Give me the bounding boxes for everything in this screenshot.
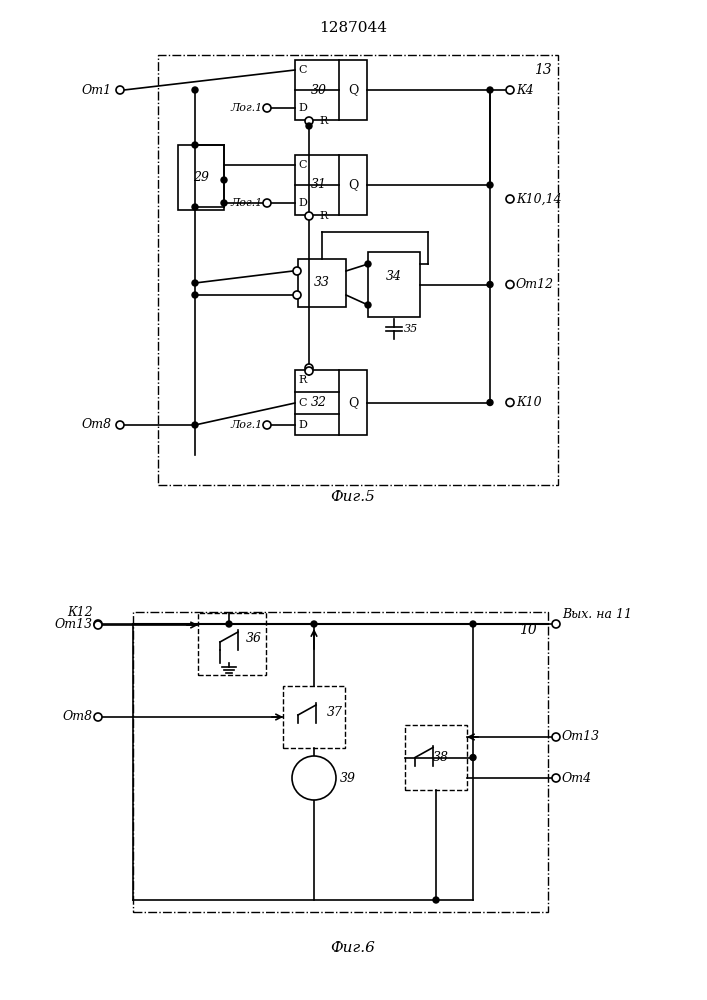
Text: ⋙: ⋙ [302, 767, 326, 785]
Circle shape [506, 398, 514, 406]
Circle shape [305, 212, 313, 220]
Circle shape [305, 367, 313, 375]
Circle shape [192, 422, 198, 428]
Text: C: C [299, 160, 308, 170]
Text: Oт13: Oт13 [55, 618, 93, 632]
Circle shape [263, 104, 271, 112]
Text: Лог.1: Лог.1 [230, 103, 263, 113]
Text: D: D [298, 198, 308, 208]
Text: Q: Q [348, 84, 358, 97]
Text: C: C [299, 398, 308, 408]
Circle shape [221, 200, 227, 206]
Text: К12: К12 [67, 605, 93, 618]
Circle shape [192, 292, 198, 298]
Circle shape [552, 733, 560, 741]
Text: Q: Q [348, 396, 358, 409]
Circle shape [506, 280, 514, 288]
Text: R: R [299, 375, 307, 385]
Text: R: R [319, 211, 327, 221]
Circle shape [470, 621, 476, 627]
Circle shape [192, 204, 198, 210]
Circle shape [94, 621, 102, 629]
Circle shape [365, 261, 371, 267]
Bar [368, 252, 420, 317]
Bar [178, 145, 224, 210]
Circle shape [365, 302, 371, 308]
Circle shape [94, 620, 102, 628]
Circle shape [506, 86, 514, 94]
Bar [295, 60, 367, 120]
Text: Q: Q [348, 178, 358, 192]
Text: 13: 13 [534, 63, 552, 77]
Text: 37: 37 [327, 706, 343, 718]
Text: 32: 32 [311, 396, 327, 409]
Circle shape [116, 86, 124, 94]
Text: К4: К4 [516, 84, 534, 97]
Circle shape [552, 774, 560, 782]
Text: Oт4: Oт4 [562, 772, 592, 784]
Text: 35: 35 [404, 324, 419, 334]
Text: 29: 29 [193, 171, 209, 184]
Circle shape [293, 291, 301, 299]
Circle shape [305, 364, 313, 372]
Bar [198, 613, 266, 675]
Bar [283, 686, 345, 748]
Text: К10: К10 [516, 396, 542, 409]
Text: Oт13: Oт13 [562, 730, 600, 744]
Text: Oт12: Oт12 [516, 278, 554, 291]
Text: 1287044: 1287044 [319, 21, 387, 35]
Text: D: D [298, 420, 308, 430]
Text: К10,14: К10,14 [516, 192, 561, 206]
Circle shape [263, 421, 271, 429]
Text: D: D [298, 103, 308, 113]
Circle shape [311, 621, 317, 627]
Circle shape [221, 177, 227, 183]
Circle shape [306, 123, 312, 129]
Text: 30: 30 [311, 84, 327, 97]
Text: 31: 31 [311, 178, 327, 192]
Circle shape [305, 117, 313, 125]
Circle shape [487, 399, 493, 406]
Bar [295, 370, 367, 435]
Text: 38: 38 [433, 751, 449, 764]
Bar [298, 259, 346, 307]
Circle shape [263, 199, 271, 207]
Text: Фиг.5: Фиг.5 [331, 490, 375, 504]
Text: Лог.1: Лог.1 [230, 420, 263, 430]
Circle shape [470, 754, 476, 760]
Text: Oт8: Oт8 [63, 710, 93, 724]
Circle shape [487, 182, 493, 188]
Text: 33: 33 [314, 276, 330, 290]
Text: 36: 36 [246, 633, 262, 646]
Circle shape [487, 282, 493, 288]
Circle shape [192, 142, 198, 148]
Bar [295, 155, 367, 215]
Circle shape [506, 195, 514, 203]
Circle shape [433, 897, 439, 903]
Circle shape [552, 620, 560, 628]
Text: Фиг.6: Фиг.6 [331, 941, 375, 955]
Text: Вых. на 11: Вых. на 11 [562, 607, 632, 620]
Circle shape [487, 87, 493, 93]
Text: C: C [299, 65, 308, 75]
Text: Oт8: Oт8 [82, 418, 112, 432]
Circle shape [292, 756, 336, 800]
Circle shape [293, 267, 301, 275]
Circle shape [116, 421, 124, 429]
Circle shape [192, 87, 198, 93]
Bar [405, 725, 467, 790]
Circle shape [94, 713, 102, 721]
Text: R: R [319, 116, 327, 126]
Text: Лог.1: Лог.1 [230, 198, 263, 208]
Text: 34: 34 [386, 270, 402, 283]
Text: 39: 39 [340, 772, 356, 784]
Bar [133, 612, 548, 912]
Circle shape [226, 621, 232, 627]
Text: Oт1: Oт1 [82, 84, 112, 97]
Text: 10: 10 [519, 623, 537, 637]
Circle shape [192, 280, 198, 286]
Bar [158, 55, 558, 485]
